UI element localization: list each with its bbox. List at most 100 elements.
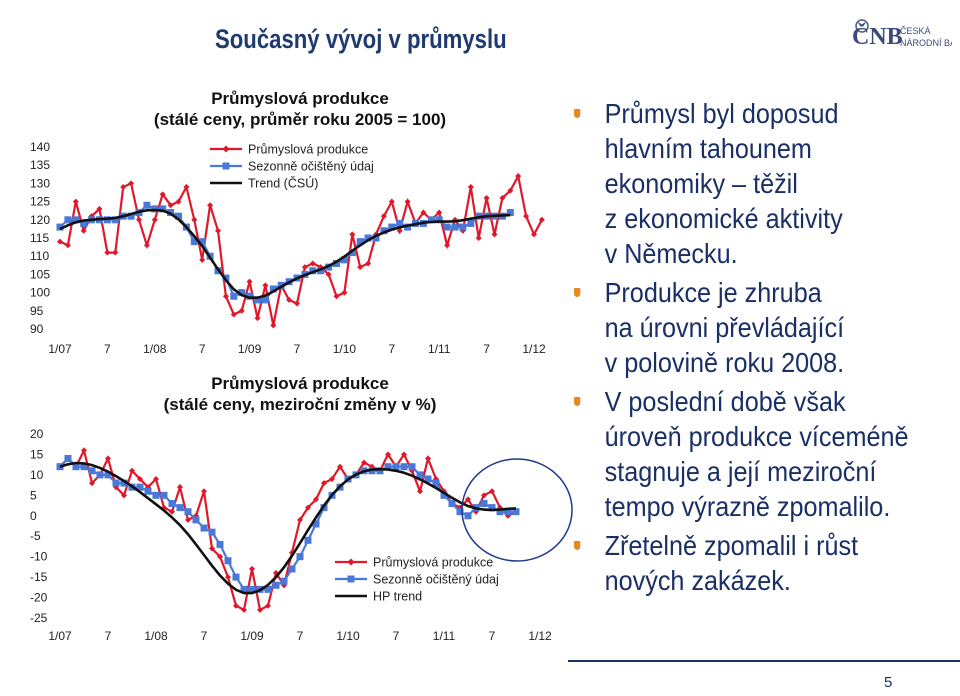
- point-original: [161, 504, 167, 511]
- y-tick-label: 15: [30, 447, 44, 461]
- point-seasonally-adjusted: [506, 209, 514, 217]
- point-seasonally-adjusted: [333, 259, 340, 267]
- point-seasonally-adjusted: [56, 223, 64, 231]
- point-seasonally-adjusted: [512, 508, 520, 516]
- bullet-item-3: V poslední době však úroveň produkce víc…: [574, 384, 960, 524]
- point-seasonally-adjusted: [190, 238, 198, 246]
- point-seasonally-adjusted: [264, 585, 272, 593]
- logo-mark: ČNB: [852, 23, 903, 50]
- point-original: [153, 475, 159, 482]
- point-seasonally-adjusted: [340, 256, 348, 264]
- point-seasonally-adjusted: [312, 520, 320, 528]
- legend-label: Průmyslová produkce: [248, 143, 368, 157]
- y-tick-label: -15: [30, 570, 48, 584]
- point-original: [531, 231, 537, 238]
- point-seasonally-adjusted: [372, 234, 380, 242]
- y-tick-label: 0: [30, 509, 37, 523]
- point-original: [72, 198, 79, 205]
- bullet-1-line-3: ekonomiky – těžil: [604, 168, 798, 199]
- y-tick-label: 105: [30, 267, 50, 281]
- point-original: [81, 447, 87, 454]
- point-original: [507, 187, 514, 194]
- point-original: [515, 173, 522, 180]
- point-original: [523, 213, 530, 220]
- point-original: [80, 227, 87, 234]
- point-seasonally-adjusted: [427, 216, 435, 224]
- y-tick-label: -25: [30, 611, 48, 625]
- point-seasonally-adjusted: [280, 577, 288, 585]
- bullet-marker-icon: [574, 397, 581, 406]
- point-seasonally-adjusted: [248, 585, 256, 593]
- y-tick-label: 125: [30, 195, 50, 209]
- chart2-title-line1: Průmyslová produkce: [211, 374, 389, 393]
- bullet-item-2: Produkce je zhruba na úrovni převládajíc…: [574, 275, 960, 380]
- point-seasonally-adjusted: [111, 216, 119, 224]
- point-seasonally-adjusted: [443, 223, 451, 231]
- point-seasonally-adjusted: [380, 227, 388, 235]
- point-seasonally-adjusted: [152, 491, 160, 499]
- cnb-logo: ČNB ČESKÁ NÁRODNÍ BANKA: [852, 14, 960, 56]
- point-seasonally-adjusted: [504, 508, 512, 516]
- point-seasonally-adjusted: [296, 553, 304, 561]
- point-original: [489, 488, 495, 495]
- point-original: [321, 480, 327, 487]
- x-tick-label: 1/09: [238, 342, 262, 356]
- point-original: [499, 194, 506, 201]
- point-original: [96, 205, 103, 212]
- point-seasonally-adjusted: [127, 212, 135, 220]
- point-original: [436, 209, 443, 216]
- y-tick-label: 120: [30, 213, 50, 227]
- point-original: [207, 202, 214, 209]
- y-tick-label: -5: [30, 529, 41, 543]
- page-number: 5: [884, 674, 893, 691]
- point-seasonally-adjusted: [96, 471, 104, 479]
- legend-label: Průmyslová produkce: [373, 556, 493, 570]
- x-tick-label: 1/10: [333, 342, 357, 356]
- bullet-3-line-2: úroveň produkce víceméně: [604, 421, 909, 452]
- bullet-3-line-4: tempo výrazně zpomalilo.: [604, 491, 891, 522]
- chart1-title: Průmyslová produkce (stálé ceny, průměr …: [130, 88, 470, 130]
- point-original: [297, 516, 303, 523]
- point-seasonally-adjusted: [240, 585, 248, 593]
- bullet-item-4: Zřetelně zpomalil i růst nových zakázek.: [574, 528, 960, 598]
- bullet-3-line-3: stagnuje a její meziroční: [604, 456, 877, 487]
- point-original: [333, 293, 340, 300]
- x-tick-label: 7: [388, 342, 395, 356]
- point-original: [365, 260, 372, 267]
- point-original: [120, 184, 127, 191]
- chart2-title: Průmyslová produkce (stálé ceny, meziroč…: [130, 373, 470, 415]
- point-seasonally-adjusted: [348, 249, 356, 257]
- point-seasonally-adjusted: [230, 292, 238, 300]
- legend-label: HP trend: [373, 590, 422, 604]
- point-original: [420, 209, 427, 216]
- point-seasonally-adjusted: [208, 528, 216, 536]
- legend-label: Sezonně očištěný údaj: [248, 160, 374, 174]
- point-seasonally-adjusted: [272, 581, 280, 589]
- point-seasonally-adjusted: [384, 463, 392, 471]
- y-tick-label: 10: [30, 468, 44, 482]
- x-tick-label: 7: [294, 342, 301, 356]
- chart2-yoy-change: -25 -20 -15 -10 -5 0 5 10 15 20 1/07 7 1/08 7 1/09 7 1/1…: [30, 427, 573, 643]
- point-seasonally-adjusted: [488, 504, 496, 512]
- point-original: [467, 184, 474, 191]
- point-original: [281, 582, 287, 589]
- point-original: [128, 180, 135, 187]
- point-seasonally-adjusted: [80, 463, 88, 471]
- bullet-1-line-1: Průmysl byl doposud: [604, 98, 839, 129]
- point-original: [137, 475, 143, 482]
- point-seasonally-adjusted: [224, 557, 232, 565]
- point-original: [309, 260, 316, 267]
- point-original: [167, 202, 174, 209]
- x-tick-label: 7: [104, 342, 111, 356]
- x-tick-label: 7: [393, 629, 400, 643]
- point-original: [396, 227, 403, 234]
- x-tick-label: 1/08: [143, 342, 167, 356]
- bullet-list: Průmysl byl doposud hlavním tahounem eko…: [574, 96, 954, 602]
- x-tick-label: 7: [199, 342, 206, 356]
- series-line-trend: [59, 208, 511, 299]
- point-original: [104, 249, 111, 256]
- point-original: [361, 459, 367, 466]
- point-original: [183, 184, 190, 191]
- point-seasonally-adjusted: [176, 504, 184, 512]
- legend-marker-square: [347, 575, 355, 583]
